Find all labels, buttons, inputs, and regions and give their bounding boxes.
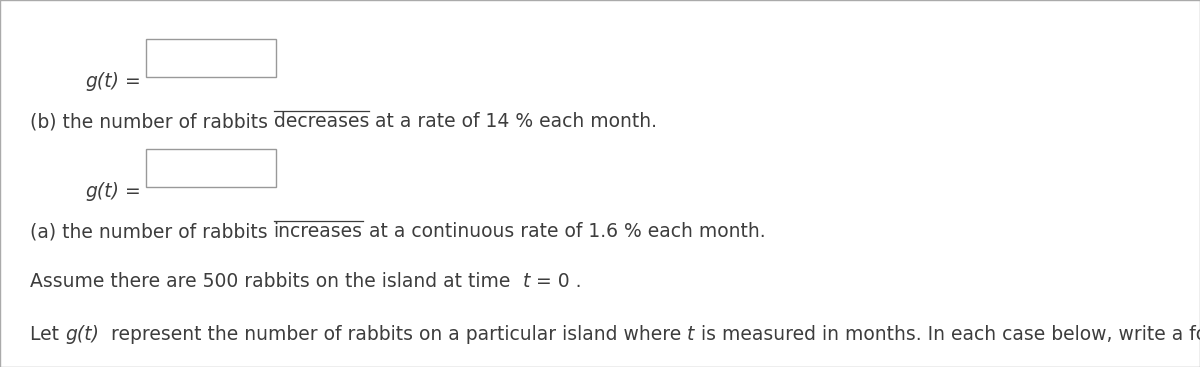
Text: g(t): g(t) xyxy=(85,72,119,91)
Text: Let: Let xyxy=(30,325,65,344)
Text: t: t xyxy=(522,272,529,291)
Text: g(t): g(t) xyxy=(85,182,119,201)
Text: is measured in months. In each case below, write a formula for: is measured in months. In each case belo… xyxy=(695,325,1200,344)
Bar xyxy=(145,149,276,187)
Text: g(t): g(t) xyxy=(65,325,98,344)
Text: represent the number of rabbits on a particular island where: represent the number of rabbits on a par… xyxy=(98,325,688,344)
Text: =: = xyxy=(119,72,140,91)
Text: decreases: decreases xyxy=(274,112,370,131)
Text: Assume there are 500 rabbits on the island at time: Assume there are 500 rabbits on the isla… xyxy=(30,272,522,291)
Bar xyxy=(145,39,276,77)
Text: (b) the number of rabbits: (b) the number of rabbits xyxy=(30,112,274,131)
Text: =: = xyxy=(119,182,140,201)
Text: at a rate of 14 % each month.: at a rate of 14 % each month. xyxy=(370,112,658,131)
Text: (a) the number of rabbits: (a) the number of rabbits xyxy=(30,222,274,241)
Text: t: t xyxy=(688,325,695,344)
Text: increases: increases xyxy=(274,222,362,241)
Text: = 0 .: = 0 . xyxy=(529,272,581,291)
Text: at a continuous rate of 1.6 % each month.: at a continuous rate of 1.6 % each month… xyxy=(362,222,766,241)
